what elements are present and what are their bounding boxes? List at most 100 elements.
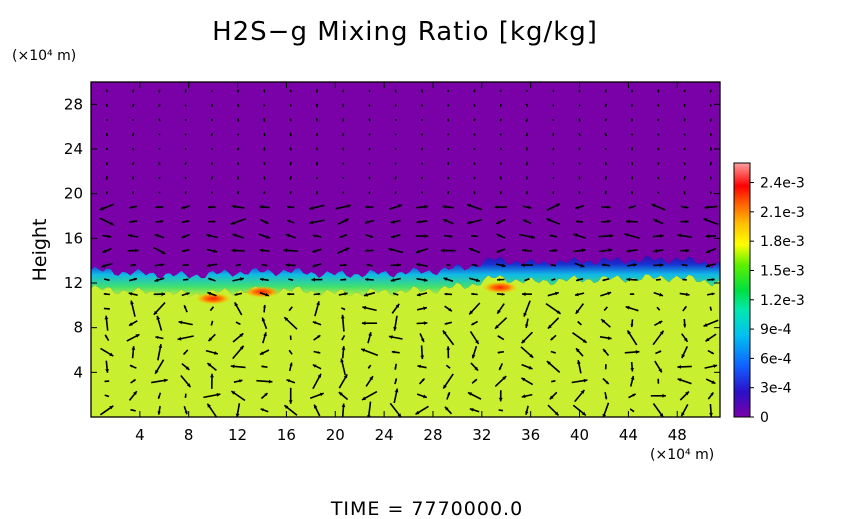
velocity-arrow <box>494 205 507 209</box>
velocity-arrow <box>285 233 296 239</box>
velocity-arrow <box>394 191 397 194</box>
velocity-arrow <box>551 380 556 383</box>
velocity-arrow <box>679 292 690 297</box>
colorbar-tick-label: 2.1e-3 <box>760 205 805 221</box>
y-tick-label: 20 <box>64 185 83 203</box>
velocity-arrow <box>547 404 560 416</box>
velocity-arrow <box>283 248 298 253</box>
velocity-arrow <box>153 292 166 297</box>
velocity-arrow <box>309 204 325 210</box>
velocity-arrow <box>365 205 374 209</box>
velocity-arrow <box>289 176 292 180</box>
velocity-arrow <box>709 306 713 311</box>
velocity-arrow <box>521 263 533 267</box>
velocity-arrow <box>416 292 428 297</box>
velocity-arrow <box>260 392 269 400</box>
velocity-arrow <box>340 358 346 376</box>
velocity-arrow <box>206 248 218 253</box>
velocity-arrow <box>415 247 429 254</box>
velocity-arrow <box>523 300 531 317</box>
plot-area <box>91 82 720 417</box>
velocity-arrow <box>496 292 505 296</box>
velocity-arrow <box>677 365 692 369</box>
velocity-arrow <box>444 321 452 325</box>
velocity-arrow <box>574 292 585 297</box>
velocity-arrow <box>101 262 113 268</box>
velocity-arrow <box>604 190 607 195</box>
velocity-arrow <box>420 345 425 360</box>
velocity-arrow <box>131 161 135 166</box>
velocity-arrow <box>496 303 505 315</box>
velocity-arrow <box>365 249 374 253</box>
velocity-arrow <box>367 364 372 369</box>
velocity-arrow <box>259 349 270 356</box>
velocity-arrow <box>551 278 556 282</box>
velocity-arrow <box>342 191 345 194</box>
velocity-arrow <box>578 104 581 107</box>
velocity-arrow <box>313 292 321 296</box>
velocity-arrow <box>132 147 135 151</box>
velocity-arrow <box>393 388 399 404</box>
velocity-arrow <box>444 305 453 312</box>
velocity-arrow <box>707 278 715 281</box>
velocity-arrow <box>446 264 451 267</box>
velocity-arrow <box>365 277 374 282</box>
velocity-arrow <box>105 89 109 93</box>
velocity-arrow <box>496 278 505 282</box>
velocity-arrow <box>104 334 110 342</box>
velocity-arrow <box>552 190 555 195</box>
velocity-arrow <box>258 233 271 239</box>
velocity-arrow <box>683 162 686 165</box>
velocity-arrow <box>256 379 273 384</box>
velocity-arrow <box>155 205 164 209</box>
velocity-arrow <box>184 89 187 93</box>
velocity-arrow <box>153 246 166 255</box>
velocity-arrow <box>547 317 560 330</box>
velocity-arrow <box>572 332 588 344</box>
velocity-arrow <box>394 363 397 370</box>
velocity-arrow <box>155 335 164 340</box>
velocity-arrow <box>131 89 135 93</box>
velocity-arrow <box>207 205 216 209</box>
velocity-arrow <box>446 391 451 400</box>
velocity-arrow <box>207 291 217 297</box>
velocity-arrow <box>367 331 372 344</box>
velocity-arrow <box>602 402 610 417</box>
hotspots <box>195 281 519 305</box>
x-axis-unit: (×10⁴ m) <box>650 447 714 463</box>
velocity-arrow <box>707 392 715 400</box>
velocity-arrow <box>158 89 161 93</box>
velocity-arrow <box>151 378 168 384</box>
velocity-arrow <box>393 315 398 331</box>
velocity-arrow <box>312 248 322 253</box>
x-tick-label: 20 <box>326 426 345 444</box>
x-tick-label: 32 <box>472 426 491 444</box>
velocity-arrow <box>340 307 346 311</box>
velocity-arrow <box>526 161 528 166</box>
velocity-arrow <box>340 278 347 281</box>
velocity-arrow <box>309 219 325 225</box>
velocity-arrow <box>104 394 110 398</box>
velocity-arrow <box>131 103 135 108</box>
colorbar-tick-label: 1.5e-3 <box>760 263 805 279</box>
velocity-arrow <box>289 89 292 93</box>
velocity-arrow <box>600 291 612 297</box>
velocity-arrow <box>709 89 713 93</box>
velocity-arrow <box>498 409 504 412</box>
velocity-arrow <box>363 291 376 297</box>
colorbar-tick-label: 9e-4 <box>760 322 792 338</box>
colorbar-tick-label: 6e-4 <box>760 351 792 367</box>
velocity-arrow <box>184 176 187 180</box>
velocity-arrow <box>471 320 478 326</box>
velocity-arrow <box>315 118 319 122</box>
y-tick-label: 8 <box>73 319 83 337</box>
velocity-arrow <box>604 392 608 400</box>
velocity-arrow <box>210 132 214 137</box>
velocity-arrow <box>288 362 293 372</box>
velocity-arrow <box>657 118 660 122</box>
velocity-arrow <box>388 247 404 254</box>
velocity-arrow <box>604 103 607 108</box>
velocity-arrow <box>105 360 109 373</box>
velocity-arrow <box>653 248 664 253</box>
velocity-arrow <box>287 292 295 296</box>
